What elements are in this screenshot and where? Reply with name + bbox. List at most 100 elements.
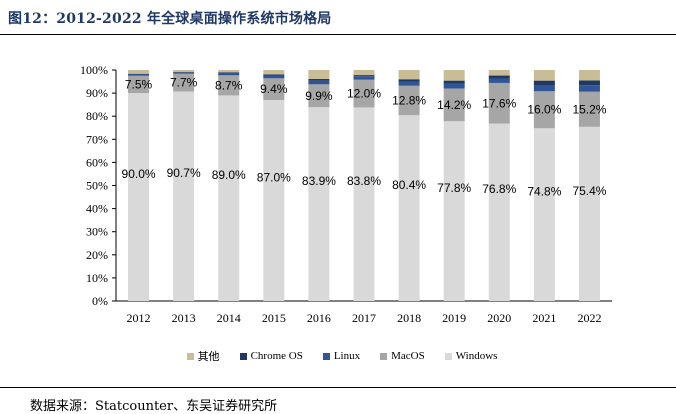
bar-segment-linux-2020 xyxy=(489,79,510,83)
bar-segment-其他-2015 xyxy=(263,70,284,74)
legend-item: Chrome OS xyxy=(240,350,303,362)
data-label-windows: 83.8% xyxy=(347,174,381,188)
y-tick-label: 40% xyxy=(86,202,108,216)
x-tick-label: 2014 xyxy=(217,311,241,325)
legend-item: Windows xyxy=(445,350,498,362)
x-tick-label: 2016 xyxy=(307,311,331,325)
bar-segment-chrome-os-2016 xyxy=(308,79,329,81)
data-label-windows: 77.8% xyxy=(437,181,471,195)
legend-label: MacOS xyxy=(391,350,425,362)
bar-segment-其他-2019 xyxy=(444,70,465,81)
legend-swatch xyxy=(240,353,247,360)
bar-segment-其他-2017 xyxy=(354,70,375,75)
y-tick-label: 20% xyxy=(86,248,108,262)
legend-label: Linux xyxy=(334,350,360,362)
bar-segment-其他-2018 xyxy=(399,70,420,79)
legend-swatch xyxy=(187,353,194,360)
legend-swatch xyxy=(380,353,387,360)
legend-item: MacOS xyxy=(380,350,425,362)
data-label-macos: 7.7% xyxy=(170,76,198,90)
bar-segment-windows-2022 xyxy=(579,127,600,301)
bar-segment-其他-2020 xyxy=(489,70,510,76)
source-rule xyxy=(0,387,676,388)
data-label-windows: 90.0% xyxy=(122,167,156,181)
bar-segment-chrome-os-2017 xyxy=(354,75,375,76)
bar-segment-其他-2021 xyxy=(534,70,555,81)
x-tick-label: 2017 xyxy=(352,311,376,325)
bar-segment-windows-2021 xyxy=(534,128,555,301)
source-note: 数据来源：Statcounter、东吴证券研究所 xyxy=(30,395,277,414)
legend-label: Chrome OS xyxy=(251,350,303,362)
data-label-windows: 80.4% xyxy=(392,178,426,192)
data-label-macos: 17.6% xyxy=(482,96,516,110)
legend-label: 其他 xyxy=(198,348,220,364)
x-tick-label: 2018 xyxy=(397,311,421,325)
bar-segment-其他-2012 xyxy=(128,70,149,74)
data-label-windows: 76.8% xyxy=(482,182,516,196)
bar-segment-windows-2019 xyxy=(444,121,465,301)
bar-segment-windows-2018 xyxy=(399,115,420,301)
bar-segment-linux-2012 xyxy=(128,74,149,76)
bar-segment-chrome-os-2022 xyxy=(579,80,600,85)
legend-label: Windows xyxy=(456,350,498,362)
y-tick-label: 70% xyxy=(86,132,108,146)
data-label-macos: 12.0% xyxy=(347,87,381,101)
bar-segment-windows-2020 xyxy=(489,124,510,301)
data-label-macos: 12.8% xyxy=(392,93,426,107)
x-tick-label: 2021 xyxy=(532,311,556,325)
y-tick-label: 60% xyxy=(86,155,108,169)
bar-segment-chrome-os-2018 xyxy=(399,79,420,81)
data-label-windows: 74.8% xyxy=(527,185,561,199)
data-label-windows: 75.4% xyxy=(572,184,606,198)
bar-segment-其他-2022 xyxy=(579,70,600,80)
bar-segment-其他-2014 xyxy=(218,70,239,72)
x-tick-label: 2012 xyxy=(127,311,151,325)
bar-segment-windows-2014 xyxy=(218,95,239,301)
bar-segment-chrome-os-2014 xyxy=(218,72,239,73)
x-tick-label: 2015 xyxy=(262,311,286,325)
bar-segment-linux-2013 xyxy=(173,72,194,73)
bar-segment-chrome-os-2015 xyxy=(263,74,284,75)
y-tick-label: 50% xyxy=(86,179,108,193)
bar-segment-chrome-os-2021 xyxy=(534,81,555,86)
bar-segment-chrome-os-2020 xyxy=(489,76,510,79)
bar-segment-windows-2013 xyxy=(173,91,194,301)
data-label-macos: 16.0% xyxy=(527,103,561,117)
bar-segment-chrome-os-2019 xyxy=(444,81,465,84)
data-label-macos: 8.7% xyxy=(215,78,243,92)
data-label-macos: 9.4% xyxy=(260,82,288,96)
data-label-macos: 14.2% xyxy=(437,98,471,112)
bar-segment-linux-2019 xyxy=(444,84,465,89)
y-tick-label: 0% xyxy=(92,294,108,308)
x-tick-label: 2020 xyxy=(487,311,511,325)
bar-segment-windows-2016 xyxy=(308,107,329,301)
bar-segment-linux-2016 xyxy=(308,81,329,85)
data-label-windows: 87.0% xyxy=(257,170,291,184)
data-label-macos: 7.5% xyxy=(125,77,153,91)
bar-segment-linux-2018 xyxy=(399,82,420,86)
bar-segment-linux-2015 xyxy=(263,76,284,79)
x-tick-label: 2013 xyxy=(172,311,196,325)
legend-swatch xyxy=(445,353,452,360)
data-label-windows: 83.9% xyxy=(302,174,336,188)
bar-segment-linux-2021 xyxy=(534,86,555,92)
bar-segment-windows-2017 xyxy=(354,107,375,301)
y-tick-label: 90% xyxy=(86,86,108,100)
y-tick-label: 30% xyxy=(86,225,108,239)
data-label-windows: 90.7% xyxy=(167,166,201,180)
bar-segment-其他-2013 xyxy=(173,70,194,72)
bar-segment-windows-2012 xyxy=(128,93,149,301)
data-label-macos: 15.2% xyxy=(572,102,606,116)
legend-item: Linux xyxy=(323,350,360,362)
bar-segment-windows-2015 xyxy=(263,100,284,301)
x-tick-label: 2022 xyxy=(577,311,601,325)
x-tick-label: 2019 xyxy=(442,311,466,325)
stacked-bar-chart: 0%10%20%30%40%50%60%70%80%90%100%201290.… xyxy=(0,0,676,345)
bar-segment-linux-2022 xyxy=(579,85,600,91)
bar-segment-其他-2016 xyxy=(308,70,329,79)
data-label-windows: 89.0% xyxy=(212,168,246,182)
chart-legend: 其他 Chrome OS Linux MacOS Windows xyxy=(0,348,676,364)
y-tick-label: 80% xyxy=(86,109,108,123)
legend-item: 其他 xyxy=(187,348,220,364)
y-tick-label: 10% xyxy=(86,271,108,285)
